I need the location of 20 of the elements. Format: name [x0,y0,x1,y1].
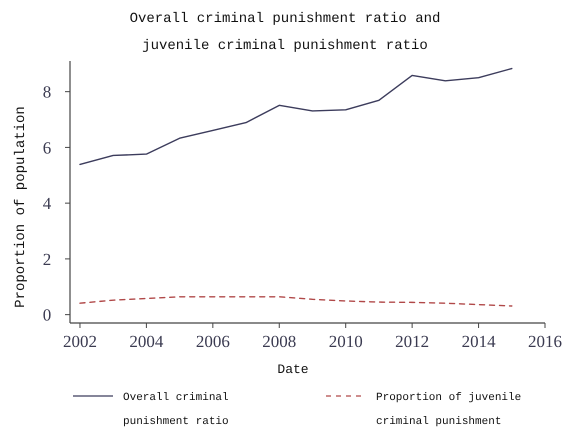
y-tick-label: 4 [42,194,52,214]
legend-label: Proportion of juvenile criminal punishment [376,392,522,428]
line-series [79,68,512,166]
y-tick-label: 8 [42,82,52,102]
legend-label: Overall criminal punishment ratio [123,392,229,428]
x-tick-label: 2006 [196,332,230,351]
x-tick-label: 2010 [328,332,363,351]
x-tick-label: 2004 [129,332,164,351]
y-tick-label: 0 [42,306,52,325]
y-tick-label: 6 [42,138,52,158]
x-tick-label: 2016 [528,332,562,351]
x-tick-label: 2002 [62,332,97,351]
chart-title: Overall criminal punishment ratio and juvenile criminal punishment ratio [130,11,440,54]
y-tick-label: 2 [42,250,52,269]
x-axis-title: Date [277,362,309,377]
y-axis-title: Proportion of population [13,106,29,308]
x-tick-label: 2008 [262,332,296,351]
x-tick-label: 2012 [395,332,430,351]
line-series [79,296,512,307]
x-tick-label: 2014 [462,332,496,351]
